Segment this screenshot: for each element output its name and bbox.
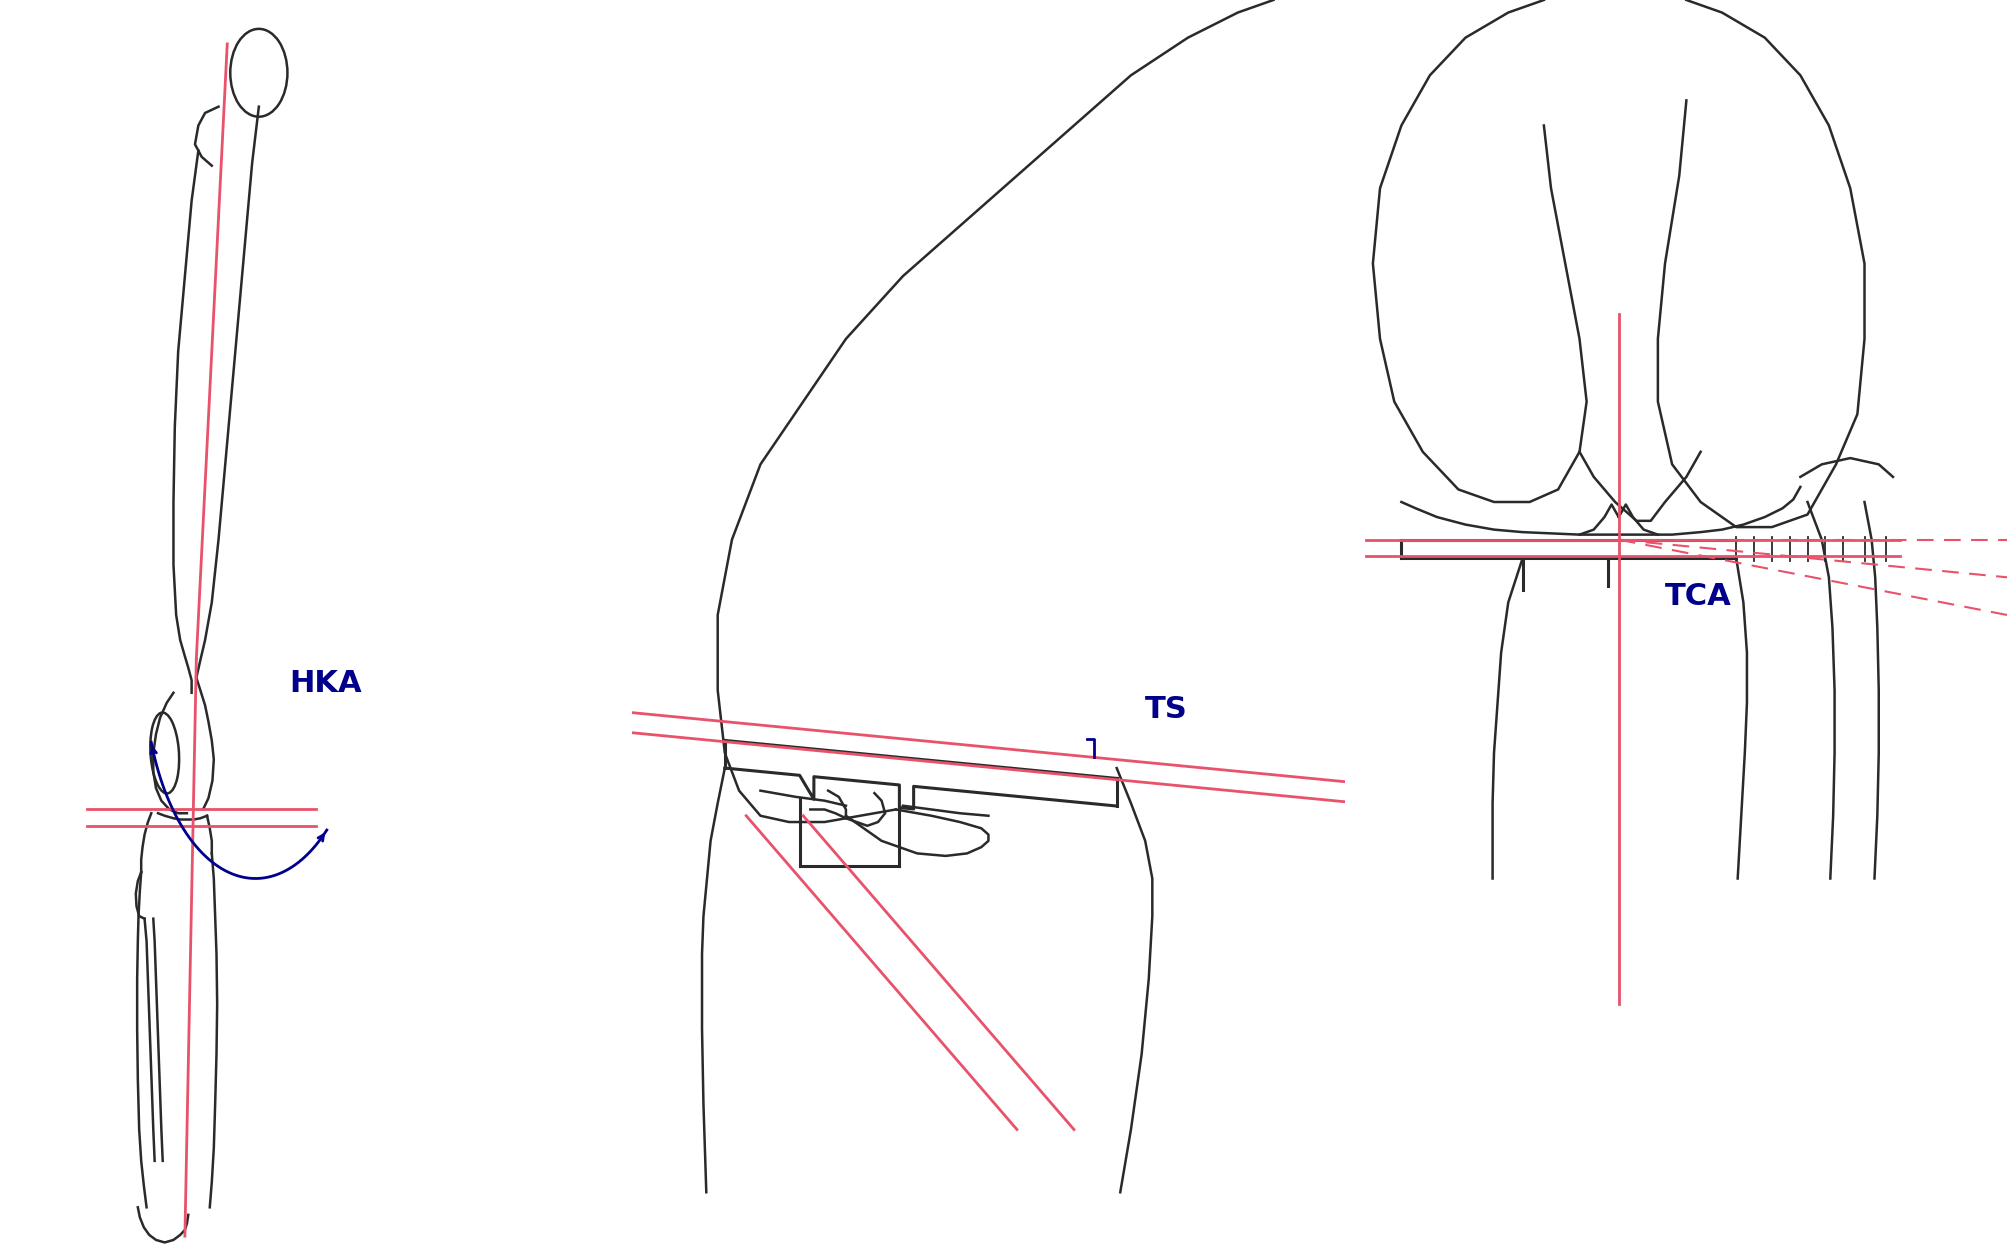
Text: HKA: HKA (289, 669, 361, 699)
Text: TCA: TCA (1666, 581, 1732, 611)
Text: TS: TS (1146, 694, 1188, 724)
